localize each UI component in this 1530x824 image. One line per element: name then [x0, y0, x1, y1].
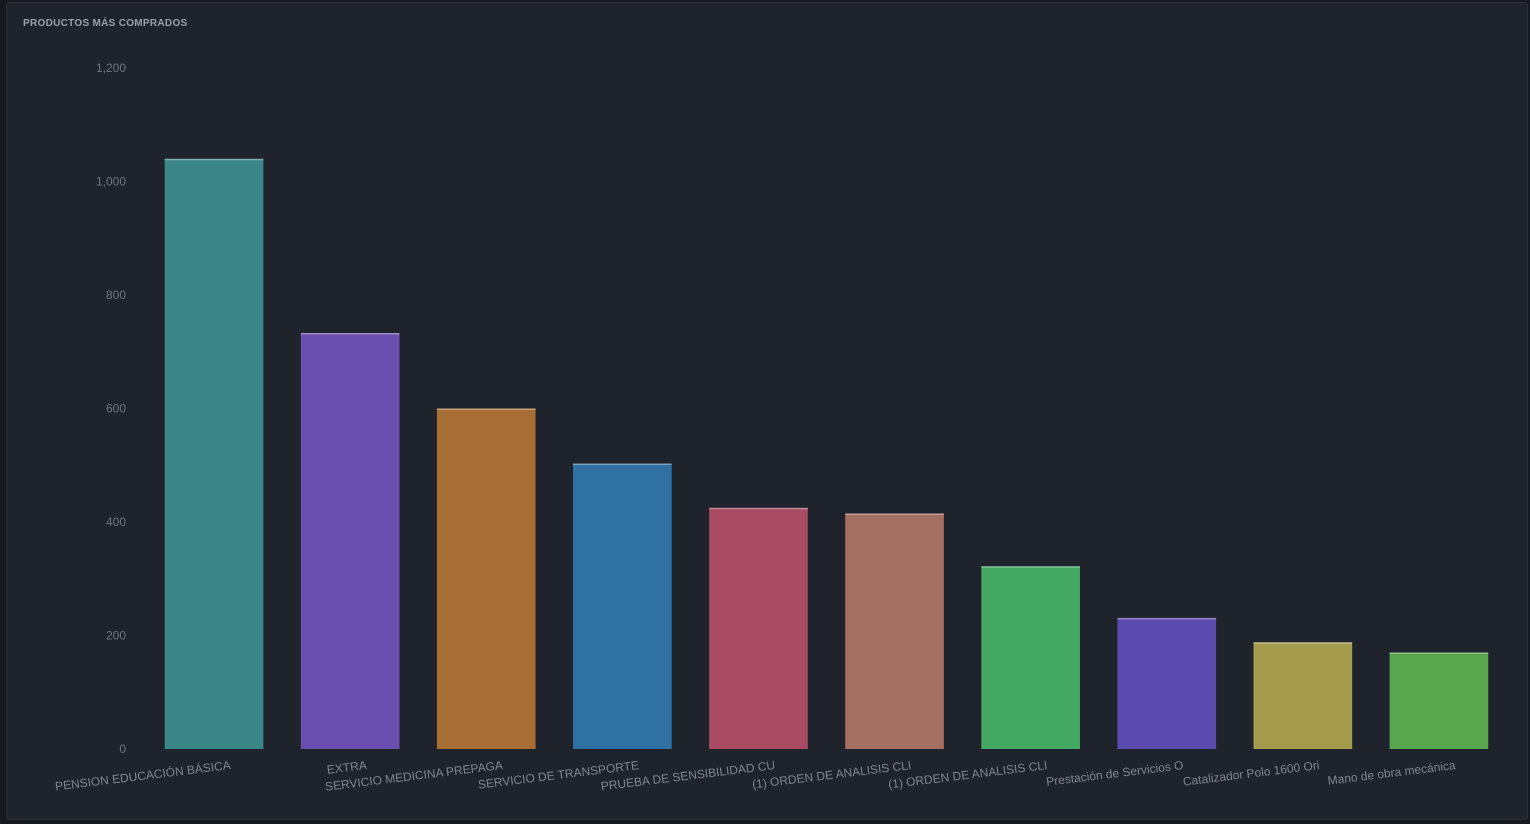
y-tick-label: 1,000 — [96, 175, 126, 189]
bar[interactable] — [845, 513, 944, 749]
bar-top-edge — [1253, 642, 1353, 644]
chart-title: PRODUCTOS MÁS COMPRADOS — [23, 18, 188, 29]
x-tick-label: Prestación de Servicios O — [1045, 758, 1184, 789]
bar[interactable] — [709, 507, 808, 749]
bar[interactable] — [573, 463, 672, 749]
y-tick-label: 200 — [106, 629, 126, 643]
x-tick-label: EXTRA — [326, 758, 367, 777]
bar-top-edge — [1117, 617, 1217, 620]
bar[interactable] — [1389, 652, 1489, 749]
y-axis: 0 200 400 600 800 1,000 1,200 — [96, 61, 126, 756]
bar-top-edge — [573, 463, 672, 466]
y-tick-label: 600 — [106, 402, 126, 416]
bar[interactable] — [981, 566, 1080, 749]
y-tick-label: 800 — [106, 288, 126, 302]
bar-top-edge — [436, 408, 536, 410]
bars — [164, 158, 1489, 750]
y-tick-label: 1,200 — [96, 61, 126, 75]
x-tick-label: Catalizador Polo 1600 Ori — [1182, 758, 1320, 789]
x-tick-label: Mano de obra mecánica — [1327, 758, 1457, 788]
bar-top-edge — [1389, 652, 1489, 655]
bar-top-edge — [709, 507, 808, 510]
y-tick-label: 0 — [119, 742, 126, 756]
bar[interactable] — [1253, 642, 1353, 749]
bar-top-edge — [981, 566, 1080, 568]
bar[interactable] — [300, 333, 400, 749]
bar-top-edge — [845, 513, 944, 515]
x-tick-label: PENSION EDUCACIÓN BÁSICA — [54, 757, 231, 793]
bar-top-edge — [300, 333, 400, 335]
y-tick-label: 400 — [106, 515, 126, 529]
bar[interactable] — [436, 408, 536, 750]
bar[interactable] — [1117, 617, 1217, 749]
x-tick-label: (1) ORDEN DE ANALISIS CLI — [887, 758, 1048, 791]
bar-top-edge — [164, 158, 264, 161]
bar[interactable] — [164, 158, 264, 750]
